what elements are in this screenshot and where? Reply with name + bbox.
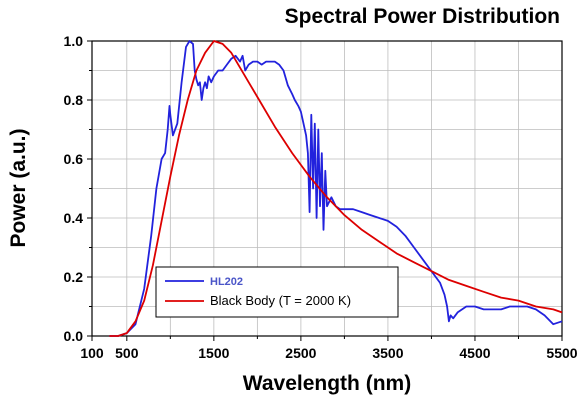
legend: HL202 Black Body (T = 2000 K) [155, 266, 399, 318]
x-tick-label: 2500 [285, 345, 316, 361]
y-tick-label: 0.8 [64, 92, 84, 108]
series-line-hl202 [109, 40, 563, 337]
y-tick-label: 0.6 [64, 151, 84, 167]
series-line-black-body [109, 40, 563, 337]
legend-label-hl202: HL202 [210, 276, 243, 288]
legend-box [155, 266, 399, 318]
x-tick-label: 100 [80, 345, 104, 361]
x-tick-label: 1500 [198, 345, 229, 361]
y-axis-title: Power (a.u.) [7, 128, 30, 247]
chart-title: Spectral Power Distribution [285, 5, 560, 28]
x-tick-label: 3500 [372, 345, 403, 361]
x-tick-label: 500 [115, 345, 139, 361]
y-tick-label: 1.0 [64, 33, 84, 49]
series-lines [109, 40, 563, 337]
y-tick-label: 0.4 [64, 210, 84, 226]
x-tick-label: 4500 [459, 345, 490, 361]
y-tick-label: 0.2 [64, 269, 84, 285]
axis-ticks: 100 500 1500 2500 3500 4500 5500 0.0 0.2 0.4 0.6 0.… [64, 33, 578, 361]
x-tick-label: 5500 [546, 345, 577, 361]
legend-label-black-body: Black Body (T = 2000 K) [210, 293, 351, 308]
y-tick-label: 0.0 [64, 328, 84, 344]
x-axis-title: Wavelength (nm) [243, 372, 411, 395]
